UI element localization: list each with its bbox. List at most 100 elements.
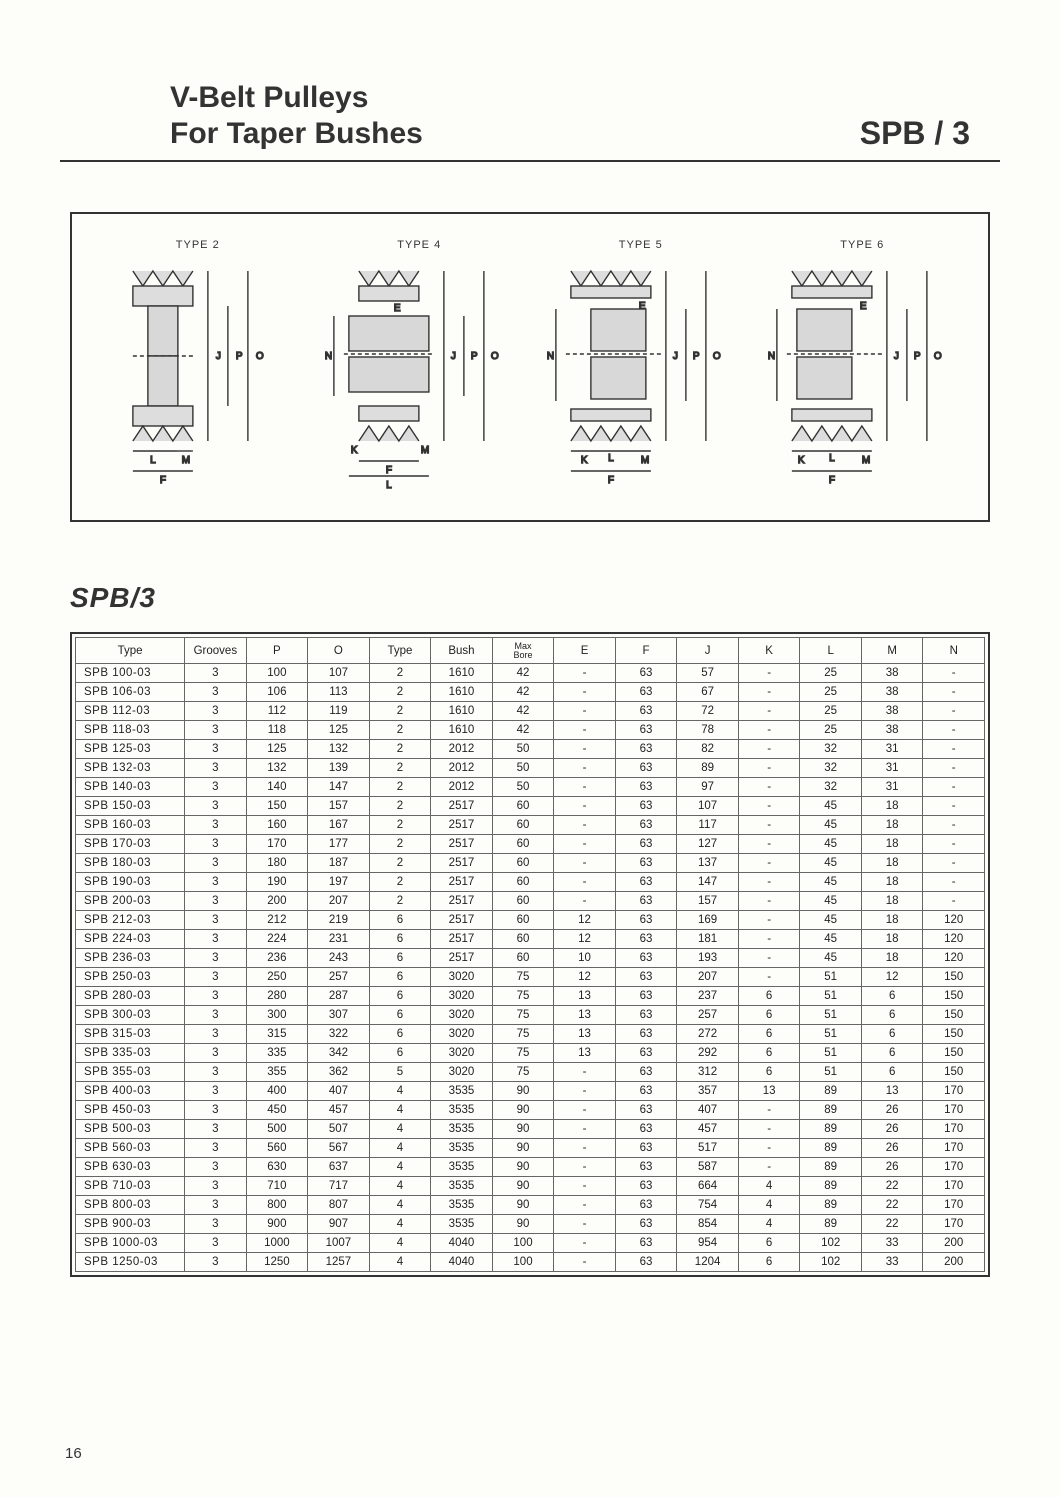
table-cell: 4	[369, 1234, 431, 1253]
table-cell: 3020	[431, 987, 493, 1006]
table-cell: 63	[615, 854, 677, 873]
svg-text:P: P	[693, 351, 700, 362]
table-cell: SPB 170-03	[76, 835, 185, 854]
table-cell: 63	[615, 835, 677, 854]
table-cell: 207	[677, 968, 739, 987]
table-cell: -	[554, 816, 616, 835]
table-cell: SPB 180-03	[76, 854, 185, 873]
table-cell: 38	[861, 683, 923, 702]
table-cell: 67	[677, 683, 739, 702]
table-cell: 100	[246, 664, 308, 683]
table-cell: 187	[308, 854, 370, 873]
table-header: MaxBore	[492, 638, 554, 664]
table-cell: 3	[185, 1234, 247, 1253]
table-cell: 3535	[431, 1101, 493, 1120]
table-cell: SPB 140-03	[76, 778, 185, 797]
table-cell: 190	[246, 873, 308, 892]
table-cell: 38	[861, 664, 923, 683]
table-cell: 60	[492, 797, 554, 816]
svg-text:K: K	[798, 455, 805, 466]
table-cell: 3	[185, 702, 247, 721]
table-cell: -	[554, 740, 616, 759]
table-cell: 1007	[308, 1234, 370, 1253]
table-cell: 170	[923, 1101, 985, 1120]
table-cell: 4	[369, 1177, 431, 1196]
table-row: SPB 106-0331061132161042-6367-2538-	[76, 683, 985, 702]
table-cell: 25	[800, 683, 862, 702]
table-cell: -	[923, 816, 985, 835]
table-row: SPB 125-0331251322201250-6382-3231-	[76, 740, 985, 759]
table-cell: 1257	[308, 1253, 370, 1272]
table-row: SPB 250-03325025763020751263207-5112150	[76, 968, 985, 987]
table-cell: 13	[861, 1082, 923, 1101]
table-cell: SPB 1250-03	[76, 1253, 185, 1272]
table-cell: 150	[923, 987, 985, 1006]
table-cell: 2	[369, 835, 431, 854]
table-header: O	[308, 638, 370, 664]
table-row: SPB 900-0339009074353590-6385448922170	[76, 1215, 985, 1234]
table-cell: 119	[308, 702, 370, 721]
table-cell: 4	[369, 1196, 431, 1215]
svg-text:O: O	[713, 351, 721, 362]
table-cell: -	[738, 873, 800, 892]
table-cell: 63	[615, 797, 677, 816]
svg-text:M: M	[182, 455, 190, 466]
table-cell: 4	[369, 1215, 431, 1234]
table-cell: 3020	[431, 1006, 493, 1025]
table-cell: 63	[615, 1025, 677, 1044]
table-cell: 3535	[431, 1196, 493, 1215]
table-cell: 125	[308, 721, 370, 740]
table-cell: 51	[800, 1006, 862, 1025]
table-cell: 3	[185, 968, 247, 987]
table-cell: 42	[492, 683, 554, 702]
diagram-label: TYPE 4	[317, 239, 521, 251]
table-cell: 12	[554, 968, 616, 987]
table-cell: 4	[369, 1101, 431, 1120]
table-cell: -	[554, 1158, 616, 1177]
table-cell: 3020	[431, 1025, 493, 1044]
table-cell: 1610	[431, 683, 493, 702]
table-cell: 507	[308, 1120, 370, 1139]
table-cell: 25	[800, 664, 862, 683]
table-row: SPB 1250-0331250125744040100-63120461023…	[76, 1253, 985, 1272]
table-cell: 45	[800, 816, 862, 835]
diagram-type-5: TYPE 5 E L KM F N J P O	[539, 239, 743, 496]
svg-text:O: O	[491, 351, 499, 362]
table-cell: -	[554, 797, 616, 816]
table-cell: 6	[738, 1044, 800, 1063]
table-cell: 89	[800, 1120, 862, 1139]
table-cell: 224	[246, 930, 308, 949]
table-row: SPB 500-0335005074353590-63457-8926170	[76, 1120, 985, 1139]
table-cell: 63	[615, 1063, 677, 1082]
table-cell: 193	[677, 949, 739, 968]
table-cell: 3	[185, 1120, 247, 1139]
svg-text:F: F	[160, 475, 166, 486]
table-cell: 32	[800, 778, 862, 797]
table-cell: SPB 100-03	[76, 664, 185, 683]
table-cell: 137	[677, 854, 739, 873]
table-cell: 63	[615, 968, 677, 987]
table-cell: 12	[554, 930, 616, 949]
table-cell: SPB 236-03	[76, 949, 185, 968]
table-cell: 407	[308, 1082, 370, 1101]
table-cell: SPB 1000-03	[76, 1234, 185, 1253]
table-cell: -	[738, 968, 800, 987]
table-cell: 18	[861, 816, 923, 835]
table-cell: 170	[923, 1196, 985, 1215]
table-cell: 2517	[431, 892, 493, 911]
table-cell: -	[923, 778, 985, 797]
table-cell: 33	[861, 1234, 923, 1253]
table-body: SPB 100-0331001072161042-6357-2538-SPB 1…	[76, 664, 985, 1272]
table-cell: 63	[615, 1101, 677, 1120]
svg-text:L: L	[386, 480, 392, 491]
table-cell: 219	[308, 911, 370, 930]
table-cell: 1000	[246, 1234, 308, 1253]
pulley-type6-icon: E L KM F N J P O	[760, 261, 964, 491]
table-cell: 6	[738, 1063, 800, 1082]
table-cell: 170	[923, 1215, 985, 1234]
table-cell: 118	[246, 721, 308, 740]
table-header: P	[246, 638, 308, 664]
table-row: SPB 236-03323624362517601063193-4518120	[76, 949, 985, 968]
table-cell: 45	[800, 835, 862, 854]
table-cell: 2	[369, 892, 431, 911]
